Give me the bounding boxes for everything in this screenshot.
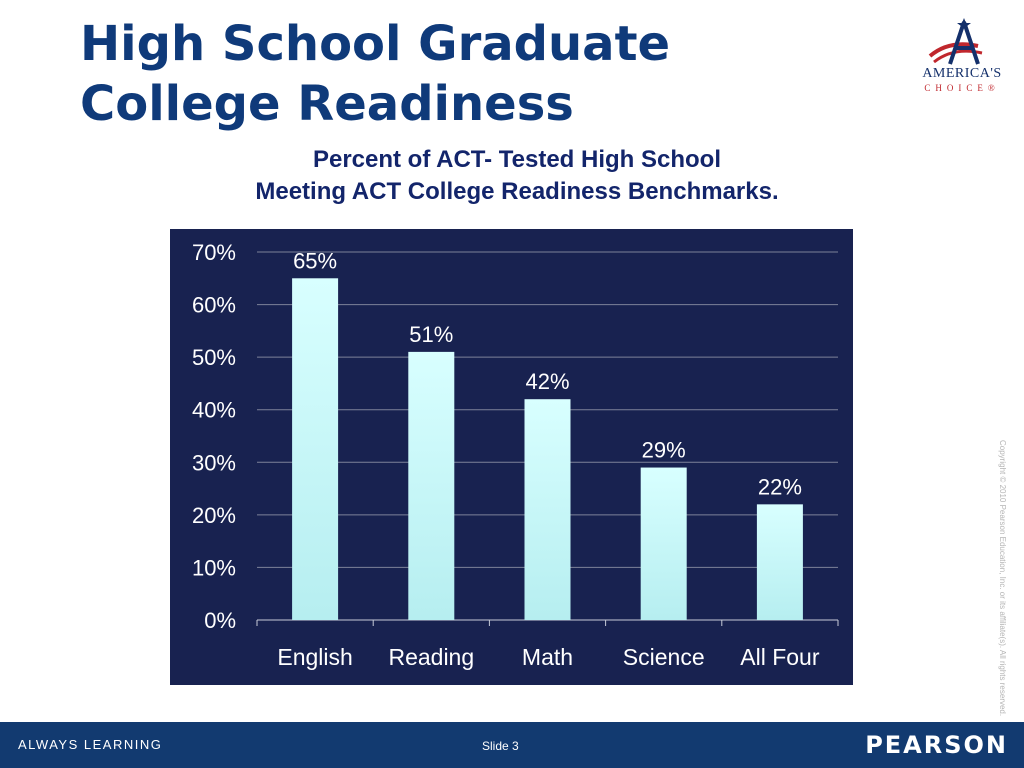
data-label: 22% — [758, 474, 802, 499]
y-tick-label: 10% — [192, 555, 236, 580]
y-tick-label: 20% — [192, 503, 236, 528]
bar — [408, 351, 455, 620]
slide-title-line-2: College Readiness — [80, 76, 574, 132]
data-label: 51% — [409, 322, 453, 347]
y-tick-label: 50% — [192, 345, 236, 370]
data-label: 29% — [642, 438, 686, 463]
x-tick-label: Math — [522, 644, 573, 670]
americas-choice-logo: AMERICA'S CHOICE® — [920, 18, 1004, 98]
slide-title-line-1: High School Graduate — [80, 16, 671, 72]
x-tick-label: Science — [623, 644, 705, 670]
pearson-logo: PEARSON — [865, 731, 1008, 759]
copyright-notice: Copyright © 2010 Pearson Education, Inc.… — [998, 440, 1007, 717]
logo-wordmark-top: AMERICA'S — [922, 66, 1002, 81]
always-learning-tagline: ALWAYS LEARNING — [18, 737, 163, 752]
logo-choice-text: CHOICE — [924, 83, 988, 93]
logo-wordmark-bottom: CHOICE® — [920, 83, 1004, 93]
x-tick-label: All Four — [740, 644, 820, 670]
chart-subtitle-line-1: Percent of ACT- Tested High School — [312, 146, 722, 173]
y-tick-label: 30% — [192, 450, 236, 475]
data-label: 42% — [525, 369, 569, 394]
y-tick-label: 70% — [192, 240, 236, 265]
bar — [292, 278, 339, 620]
x-tick-label: English — [277, 644, 352, 670]
slide-title: High School Graduate College Readiness — [80, 14, 670, 134]
bar-chart: 0% 10% 20% 30% 40% 50% 60% 70% 65% English 51% Read… — [170, 229, 853, 685]
bar — [524, 399, 571, 620]
y-tick-label: 40% — [192, 398, 236, 423]
footer-bar: ALWAYS LEARNING Slide 3 PEARSON — [0, 722, 1024, 768]
bar — [640, 467, 687, 620]
y-tick-label: 0% — [204, 608, 236, 633]
x-tick-label: Reading — [388, 644, 474, 670]
bar — [756, 504, 803, 620]
data-label: 65% — [293, 248, 337, 273]
chart-subtitle-line-2: Meeting ACT College Readiness Benchmarks… — [255, 178, 779, 205]
americas-choice-star-icon — [928, 18, 983, 65]
logo-trademark: ® — [987, 83, 1000, 93]
slide-number: Slide 3 — [482, 739, 519, 753]
bar-chart-svg: 0% 10% 20% 30% 40% 50% 60% 70% 65% English 51% Read… — [192, 240, 839, 670]
y-tick-label: 60% — [192, 293, 236, 318]
chart-subtitle: Percent of ACT- Tested High School Meeti… — [160, 144, 874, 208]
